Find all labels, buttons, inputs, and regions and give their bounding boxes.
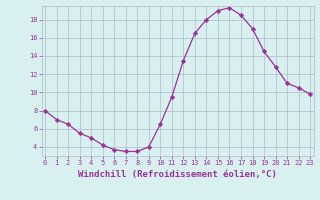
X-axis label: Windchill (Refroidissement éolien,°C): Windchill (Refroidissement éolien,°C) — [78, 170, 277, 179]
